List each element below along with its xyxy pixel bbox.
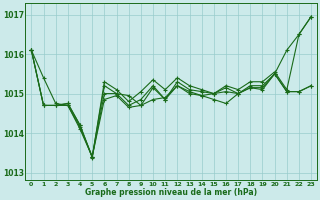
X-axis label: Graphe pression niveau de la mer (hPa): Graphe pression niveau de la mer (hPa) (85, 188, 257, 197)
